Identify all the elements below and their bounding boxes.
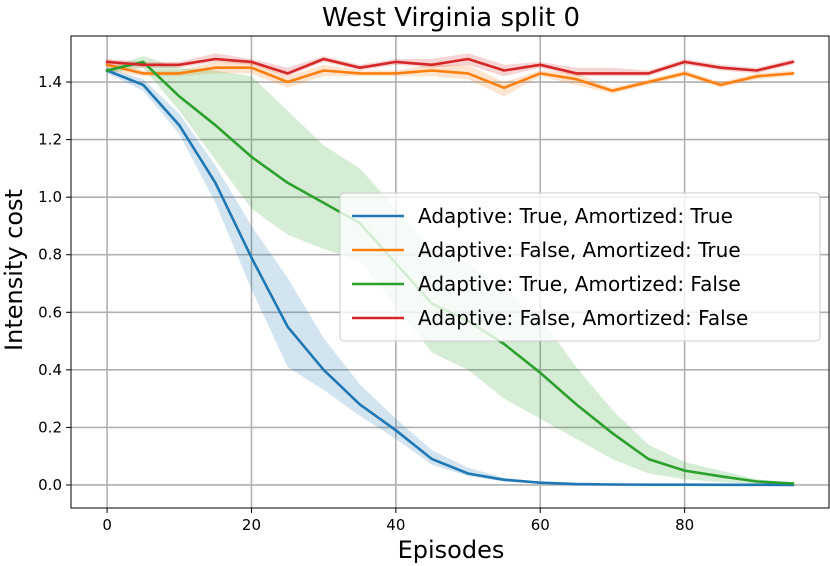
- x-tick-label: 60: [531, 516, 550, 534]
- y-tick-label: 0.2: [38, 418, 62, 436]
- y-tick-label: 0.8: [38, 246, 62, 264]
- x-tick-label: 0: [102, 516, 112, 534]
- legend-label-2: Adaptive: False, Amortized: True: [418, 238, 741, 262]
- y-axis-title: Intensity cost: [0, 189, 28, 351]
- y-tick-label: 0.0: [38, 476, 62, 494]
- y-tick-label: 0.4: [38, 361, 62, 379]
- series-line-1: [105, 68, 795, 487]
- x-tick-label: 80: [675, 516, 694, 534]
- axis-ticks: 0 20 40 60 80 0.0 0.2 0.4 0.6 0.8 1.0 1.2 1.4: [38, 73, 694, 534]
- legend-frame: [339, 192, 821, 342]
- y-tick-label: 1.4: [38, 73, 62, 91]
- y-tick-label: 0.6: [38, 303, 62, 321]
- plot-frame: [70, 35, 830, 509]
- x-tick-label: 40: [386, 516, 405, 534]
- y-tick-label: 1.0: [38, 188, 62, 206]
- series-band-2: [107, 59, 793, 97]
- legend-label-1: Adaptive: True, Amortized: True: [418, 204, 733, 228]
- legend: Adaptive: True, Amortized: True Adaptive:…: [339, 192, 821, 342]
- series-line-4: [105, 57, 795, 75]
- legend-label-3: Adaptive: True, Amortized: False: [418, 272, 741, 296]
- chart-title: West Virginia split 0: [322, 3, 580, 33]
- x-axis-title: Episodes: [398, 536, 505, 564]
- series-line-2: [105, 63, 795, 92]
- y-tick-label: 1.2: [38, 131, 62, 149]
- x-tick-label: 20: [242, 516, 261, 534]
- legend-label-4: Adaptive: False, Amortized: False: [418, 306, 748, 330]
